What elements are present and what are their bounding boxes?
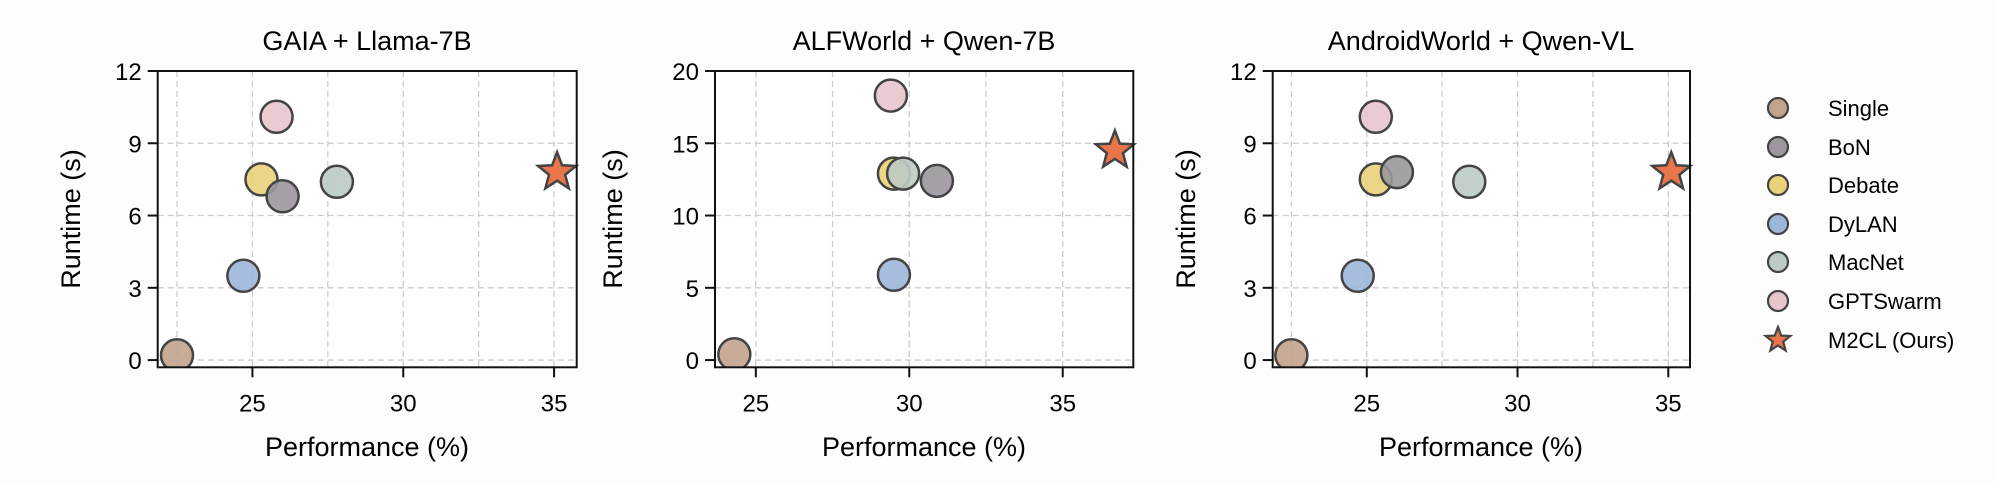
grid xyxy=(1272,70,1690,368)
data-point-gptswarm xyxy=(873,78,909,113)
star-marker-icon xyxy=(534,148,580,192)
y-tick-label: 12 xyxy=(1230,59,1257,86)
axis-ticks: 25 30 35 0 3 6 9 12 xyxy=(1230,59,1682,417)
legend: Single BoN Debate DyLAN MacNet GPTSwarm xyxy=(1762,96,1954,354)
circle-marker-icon xyxy=(1766,135,1790,159)
y-tick-label: 5 xyxy=(686,276,699,303)
data-points xyxy=(1274,99,1694,368)
y-axis-label: Runtime (s) xyxy=(1171,149,1201,289)
data-point-macnet xyxy=(885,156,921,191)
x-tick-label: 30 xyxy=(896,390,923,417)
x-axis-label: Performance (%) xyxy=(1379,432,1583,462)
panel-title: GAIA + Llama-7B xyxy=(262,26,471,56)
axis-ticks: 25 30 35 0 5 10 15 20 xyxy=(672,59,1076,417)
legend-label: MacNet xyxy=(1828,250,1904,275)
circle-marker-icon xyxy=(1766,289,1790,313)
axes-frame xyxy=(156,70,578,369)
data-point-gptswarm xyxy=(1358,99,1394,135)
star-marker-icon xyxy=(1762,323,1794,354)
data-point-bon xyxy=(265,179,300,214)
circle-marker-icon xyxy=(1766,173,1790,197)
grid xyxy=(715,70,1134,368)
axis-ticks: 25 30 35 0 3 6 9 12 xyxy=(115,59,567,417)
y-tick-label: 9 xyxy=(128,131,141,158)
data-point-macnet xyxy=(319,164,355,200)
data-point-dylan xyxy=(1340,258,1375,294)
legend-item-single: Single xyxy=(1766,96,1889,121)
x-tick-label: 35 xyxy=(541,390,568,417)
data-point-dylan xyxy=(226,258,261,294)
data-point-gptswarm xyxy=(259,99,294,135)
x-tick-label: 35 xyxy=(1655,390,1682,417)
legend-item-debate: Debate xyxy=(1766,173,1899,198)
data-point-bon xyxy=(919,163,955,199)
circle-marker-icon xyxy=(1766,212,1790,236)
x-tick-label: 25 xyxy=(239,390,266,417)
legend-item-gptswarm: GPTSwarm xyxy=(1766,289,1942,314)
circle-marker-icon xyxy=(1766,96,1790,120)
y-tick-label: 0 xyxy=(1243,348,1256,375)
legend-item-bon: BoN xyxy=(1766,135,1871,160)
y-axis-label: Runtime (s) xyxy=(56,149,86,289)
data-point-single xyxy=(1274,338,1309,368)
y-tick-label: 3 xyxy=(1243,276,1256,303)
panel-alfworld-qwen: ALFWorld + Qwen-7B 25 30 35 0 5 10 15 20 Perfor… xyxy=(598,26,1138,462)
legend-item-macnet: MacNet xyxy=(1766,250,1904,275)
legend-label: Debate xyxy=(1828,173,1899,198)
legend-label: M2CL (Ours) xyxy=(1828,328,1954,353)
y-tick-label: 0 xyxy=(128,348,141,375)
data-points xyxy=(717,78,1138,368)
axes-frame xyxy=(1271,70,1691,369)
data-point-dylan xyxy=(876,257,912,293)
star-marker-icon xyxy=(1092,126,1138,170)
data-point-bon xyxy=(1379,154,1415,190)
data-points xyxy=(159,99,580,368)
panel-title: AndroidWorld + Qwen-VL xyxy=(1328,26,1634,56)
y-tick-label: 0 xyxy=(686,348,699,375)
y-tick-label: 10 xyxy=(672,204,699,231)
panel-title: ALFWorld + Qwen-7B xyxy=(793,26,1056,56)
panel-androidworld-qwenvl: AndroidWorld + Qwen-VL 25 30 35 0 3 6 9 12 Perf… xyxy=(1171,26,1694,462)
data-point-single xyxy=(717,337,752,368)
legend-label: GPTSwarm xyxy=(1828,289,1942,314)
x-tick-label: 35 xyxy=(1049,390,1076,417)
y-axis-label: Runtime (s) xyxy=(598,149,628,289)
legend-label: BoN xyxy=(1828,135,1871,160)
data-point-macnet xyxy=(1452,164,1487,200)
grid xyxy=(157,70,577,368)
y-tick-label: 6 xyxy=(1243,204,1256,231)
x-tick-label: 25 xyxy=(1353,390,1380,417)
x-tick-label: 30 xyxy=(1504,390,1531,417)
x-tick-label: 30 xyxy=(390,390,417,417)
y-tick-label: 9 xyxy=(1243,131,1256,158)
circle-marker-icon xyxy=(1766,250,1790,274)
y-tick-label: 3 xyxy=(128,276,141,303)
axes-frame xyxy=(714,70,1135,369)
star-marker-icon xyxy=(1648,148,1694,192)
y-tick-label: 12 xyxy=(115,59,142,86)
x-axis-label: Performance (%) xyxy=(822,432,1026,462)
data-point-single xyxy=(159,338,195,368)
legend-item-dylan: DyLAN xyxy=(1766,212,1898,237)
y-tick-label: 15 xyxy=(672,131,699,158)
legend-label: DyLAN xyxy=(1828,212,1898,237)
y-tick-label: 20 xyxy=(672,59,699,86)
y-tick-label: 6 xyxy=(128,204,141,231)
x-axis-label: Performance (%) xyxy=(265,432,469,462)
legend-label: Single xyxy=(1828,96,1889,121)
x-tick-label: 25 xyxy=(742,390,769,417)
legend-item-m2cl: M2CL (Ours) xyxy=(1762,323,1954,354)
panel-gaia-llama: GAIA + Llama-7B 25 30 35 0 3 6 9 12 Performance… xyxy=(56,26,580,462)
